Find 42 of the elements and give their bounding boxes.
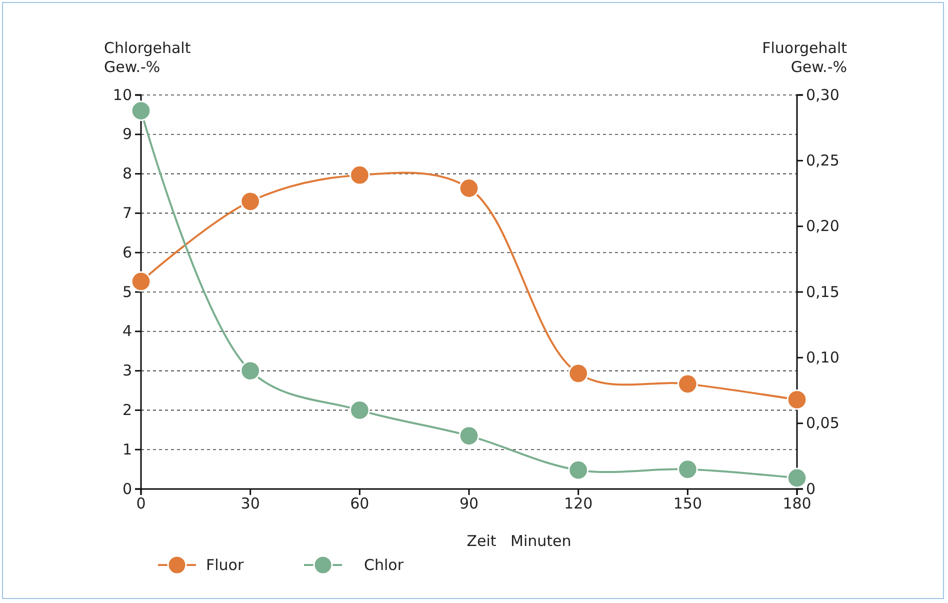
y2-tick-label: 0,25: [806, 151, 840, 170]
legend-label: Chlor: [364, 556, 404, 574]
y2-tick-label: 0,30: [806, 86, 840, 104]
point: [349, 164, 370, 186]
y-tick-label: 3: [122, 362, 132, 380]
y-tick-label: 7: [122, 204, 132, 222]
x-tick-label: 90: [459, 494, 479, 513]
point: [349, 400, 370, 420]
y-tick-label: 10: [112, 86, 132, 104]
y2-tick-label: 0,05: [806, 414, 840, 432]
y2-axis-title: Fluorgehalt Gew.-%: [762, 39, 848, 76]
legend-label: Fluor: [206, 556, 244, 574]
y-tick-label: 6: [122, 243, 132, 262]
y2-tick-label: 0,20: [806, 217, 840, 236]
point: [240, 191, 261, 212]
y-tick-label: 5: [122, 282, 132, 301]
y2-tick-label: 0,15: [806, 282, 840, 301]
x-tick-label: 0: [136, 494, 146, 513]
y-tick-label: 1: [122, 440, 132, 458]
point: [130, 271, 152, 292]
x-tick-label: 150: [673, 494, 702, 513]
y2-tick-label: 0,10: [806, 348, 840, 366]
point: [458, 426, 480, 446]
y-tick-label: 0: [122, 480, 132, 498]
point: [568, 363, 589, 384]
y-axis-title: Chlorgehalt Gew.-%: [104, 39, 191, 76]
x-tick-label: 30: [240, 494, 260, 513]
point: [240, 360, 261, 381]
point: [786, 390, 808, 410]
y-tick-label: 2: [122, 401, 132, 419]
y-tick-label: 4: [122, 322, 132, 340]
x-tick-label: 60: [350, 494, 370, 513]
point: [677, 459, 698, 480]
x-axis-title: Zeit Minuten: [466, 532, 572, 550]
point: [568, 460, 589, 480]
point: [458, 178, 480, 198]
point: [130, 100, 152, 121]
point: [677, 374, 698, 394]
point: [786, 468, 808, 488]
x-tick-label: 120: [564, 494, 593, 513]
y-tick-label: 9: [122, 125, 132, 144]
y-tick-label: 8: [122, 164, 132, 183]
